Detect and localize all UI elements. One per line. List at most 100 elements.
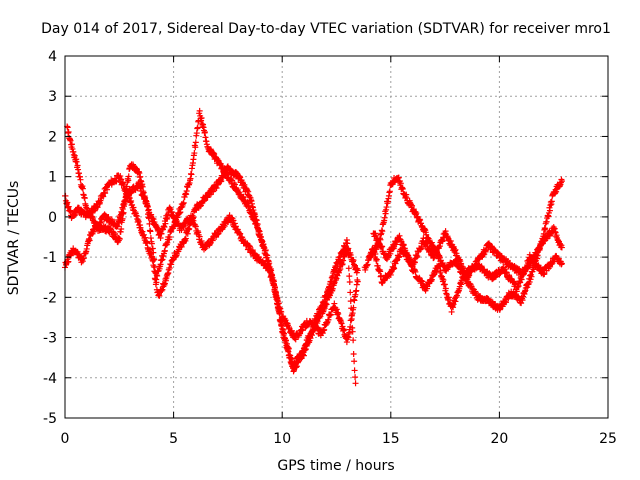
- series-track-c: [62, 179, 361, 346]
- data-point: [79, 185, 86, 192]
- data-point: [518, 300, 525, 307]
- data-point: [188, 171, 195, 178]
- data-point: [150, 216, 157, 223]
- data-point: [353, 287, 360, 294]
- data-point: [192, 139, 199, 146]
- data-point: [383, 204, 390, 211]
- data-point: [345, 252, 352, 259]
- data-point: [352, 374, 359, 381]
- x-axis-label: GPS time / hours: [277, 458, 394, 474]
- data-point: [161, 247, 168, 254]
- data-point: [142, 234, 149, 241]
- data-point: [104, 186, 111, 193]
- data-point: [325, 316, 332, 323]
- data-point: [321, 326, 328, 333]
- data-point: [225, 171, 232, 178]
- data-point: [213, 184, 220, 191]
- data-point: [553, 188, 560, 195]
- data-point: [448, 308, 455, 315]
- data-point: [346, 278, 353, 285]
- data-point: [351, 367, 358, 374]
- data-point: [452, 246, 459, 253]
- data-point: [350, 350, 357, 357]
- data-point: [150, 249, 157, 256]
- data-point: [526, 278, 533, 285]
- data-point: [147, 228, 154, 235]
- data-point: [386, 188, 393, 195]
- data-point: [117, 173, 124, 180]
- data-point: [313, 316, 320, 323]
- data-point: [211, 150, 218, 157]
- data-point: [391, 265, 398, 272]
- data-point: [184, 230, 191, 237]
- data-point: [282, 337, 289, 344]
- data-point: [327, 311, 334, 318]
- data-point: [542, 225, 549, 232]
- data-point: [270, 281, 277, 288]
- data-point: [246, 243, 253, 250]
- data-point: [64, 124, 71, 131]
- data-point: [558, 260, 565, 267]
- data-point: [350, 304, 357, 311]
- x-tick-label: 0: [61, 431, 70, 447]
- x-tick-label: 10: [273, 431, 291, 447]
- y-tick-label: -3: [43, 331, 57, 347]
- data-point: [116, 235, 123, 242]
- y-tick-label: 2: [48, 129, 57, 145]
- data-point: [333, 306, 340, 313]
- data-point: [397, 180, 404, 187]
- data-point: [198, 115, 205, 122]
- y-tick-label: 1: [48, 170, 57, 186]
- data-point: [278, 308, 285, 315]
- data-point: [159, 286, 166, 293]
- data-point: [194, 124, 201, 131]
- data-point: [255, 225, 262, 232]
- data-point: [267, 269, 274, 276]
- data-point: [231, 220, 238, 227]
- data-point: [118, 176, 125, 183]
- data-point: [445, 294, 452, 301]
- x-tick-label: 15: [382, 431, 400, 447]
- data-point: [345, 265, 352, 272]
- y-tick-label: -1: [43, 250, 57, 266]
- data-point: [201, 129, 208, 136]
- data-point: [113, 178, 120, 185]
- data-point: [347, 323, 354, 330]
- y-tick-labels: -5 -4 -3 -2 -1 0 1 2 3 4: [43, 49, 57, 427]
- data-point: [518, 276, 525, 283]
- data-point: [116, 218, 123, 225]
- plot-frame: [64, 55, 609, 419]
- data-point: [344, 246, 351, 253]
- data-point: [285, 345, 292, 352]
- data-point: [396, 253, 403, 260]
- data-point: [377, 268, 384, 275]
- data-point: [351, 358, 358, 365]
- data-point: [73, 158, 80, 165]
- data-point: [373, 256, 380, 263]
- data-point: [102, 190, 109, 197]
- data-point: [419, 278, 426, 285]
- data-point: [144, 239, 151, 246]
- data-point: [81, 195, 88, 202]
- data-point: [347, 298, 354, 305]
- data-point: [379, 228, 386, 235]
- data-point: [196, 233, 203, 240]
- ticks: [64, 55, 609, 419]
- data-point: [338, 320, 345, 327]
- data-point: [65, 128, 72, 135]
- data-point: [151, 256, 158, 263]
- data-point: [350, 337, 357, 344]
- data-point: [368, 252, 375, 259]
- data-point: [436, 263, 443, 270]
- data-point: [344, 240, 351, 247]
- data-point: [558, 178, 565, 185]
- data-point: [230, 217, 237, 224]
- chart-title: Day 014 of 2017, Sidereal Day-to-day VTE…: [41, 21, 611, 37]
- data-point: [333, 265, 340, 272]
- data-point: [346, 273, 353, 280]
- data-point: [558, 244, 565, 251]
- data-point: [420, 235, 427, 242]
- data-point: [218, 178, 225, 185]
- data-point: [292, 336, 299, 343]
- data-point: [354, 267, 361, 274]
